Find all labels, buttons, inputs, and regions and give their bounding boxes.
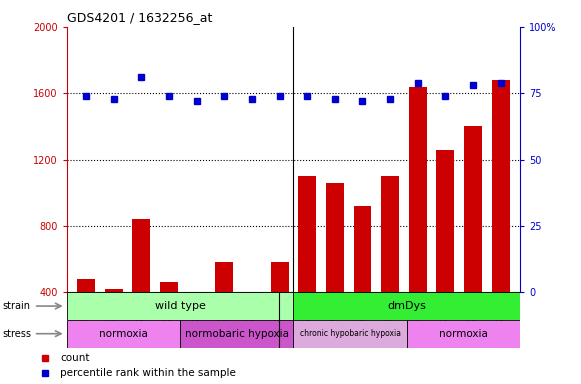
Bar bbox=[409, 86, 426, 359]
Text: normoxia: normoxia bbox=[439, 329, 488, 339]
Bar bbox=[67, 320, 180, 348]
Text: percentile rank within the sample: percentile rank within the sample bbox=[60, 368, 236, 378]
Bar bbox=[381, 176, 399, 359]
Bar bbox=[160, 282, 178, 359]
Bar bbox=[326, 183, 344, 359]
Text: wild type: wild type bbox=[155, 301, 206, 311]
Bar bbox=[77, 279, 95, 359]
Bar bbox=[353, 206, 371, 359]
Bar bbox=[105, 289, 123, 359]
Text: chronic hypobaric hypoxia: chronic hypobaric hypoxia bbox=[300, 329, 400, 338]
Bar bbox=[464, 126, 482, 359]
Text: normoxia: normoxia bbox=[99, 329, 148, 339]
Text: GDS4201 / 1632256_at: GDS4201 / 1632256_at bbox=[67, 11, 212, 24]
Bar bbox=[188, 307, 206, 359]
Bar bbox=[492, 80, 510, 359]
Bar bbox=[298, 176, 316, 359]
Bar bbox=[293, 292, 520, 320]
Bar bbox=[407, 320, 520, 348]
Bar bbox=[243, 296, 261, 359]
Bar bbox=[293, 320, 407, 348]
Text: normobaric hypoxia: normobaric hypoxia bbox=[185, 329, 289, 339]
Bar bbox=[271, 262, 289, 359]
Bar bbox=[216, 262, 234, 359]
Text: dmDys: dmDys bbox=[388, 301, 426, 311]
Text: strain: strain bbox=[3, 301, 31, 311]
Bar bbox=[436, 150, 454, 359]
Text: count: count bbox=[60, 353, 90, 363]
Bar bbox=[180, 320, 293, 348]
Text: stress: stress bbox=[3, 329, 32, 339]
Bar bbox=[67, 292, 293, 320]
Bar bbox=[132, 219, 150, 359]
